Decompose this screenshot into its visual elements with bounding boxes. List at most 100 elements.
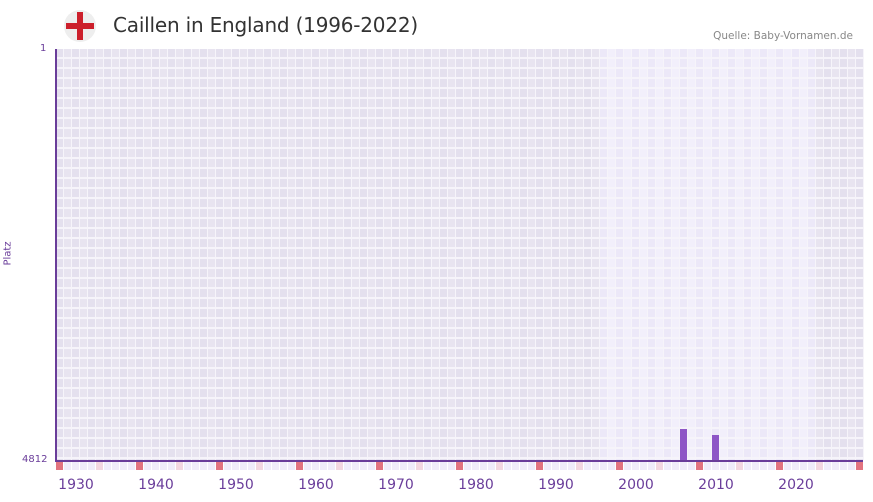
year-strip-cell	[128, 461, 135, 470]
year-strip-cell	[792, 461, 799, 470]
grid-column	[672, 49, 680, 460]
y-axis-title: Platz	[2, 241, 14, 266]
year-strip-cell	[168, 461, 175, 470]
grid-column	[88, 49, 96, 460]
grid-column	[400, 49, 408, 460]
year-strip-cell	[784, 461, 791, 470]
grid-column	[656, 49, 664, 460]
grid-column	[384, 49, 392, 460]
year-strip-cell	[520, 461, 527, 470]
grid-column	[200, 49, 208, 460]
grid-column	[512, 49, 520, 460]
grid-column	[840, 49, 848, 460]
grid-column	[264, 49, 272, 460]
grid-column	[696, 49, 704, 460]
grid-column	[56, 49, 64, 460]
grid-column	[328, 49, 336, 460]
grid-column	[728, 49, 736, 460]
bar-2010[interactable]	[712, 435, 719, 460]
y-tick-top: 1	[40, 43, 47, 54]
grid-column	[72, 49, 80, 460]
grid-column	[592, 49, 600, 460]
year-strip-cell	[856, 461, 863, 470]
year-strip-cell	[272, 461, 279, 470]
x-tick-label: 1960	[298, 477, 334, 493]
year-strip-cell	[368, 461, 375, 470]
year-strip-cell	[528, 461, 535, 470]
year-strip-cell	[144, 461, 151, 470]
grid-column	[488, 49, 496, 460]
grid-column	[280, 49, 288, 460]
year-strip-cell	[496, 461, 503, 470]
year-strip-cell	[320, 461, 327, 470]
grid-column	[632, 49, 640, 460]
grid-column	[472, 49, 480, 460]
y-axis-line	[55, 49, 57, 461]
year-strip-cell	[472, 461, 479, 470]
grid-column	[256, 49, 264, 460]
year-strip-cell	[760, 461, 767, 470]
grid-column	[744, 49, 752, 460]
grid-column	[104, 49, 112, 460]
year-strip-cell	[344, 461, 351, 470]
year-strip-cell	[672, 461, 679, 470]
year-strip-cell	[408, 461, 415, 470]
grid-column	[96, 49, 104, 460]
year-strip-cell	[80, 461, 87, 470]
year-strip-cell	[248, 461, 255, 470]
grid-column	[752, 49, 760, 460]
grid-column	[528, 49, 536, 460]
grid-column	[600, 49, 608, 460]
year-strip-cell	[744, 461, 751, 470]
grid-column	[152, 49, 160, 460]
grid-column	[456, 49, 464, 460]
grid-column	[776, 49, 784, 460]
grid-column	[448, 49, 456, 460]
grid-column	[576, 49, 584, 460]
grid-column	[184, 49, 192, 460]
year-strip-cell	[536, 461, 543, 470]
year-strip-cell	[176, 461, 183, 470]
grid-column	[568, 49, 576, 460]
grid-column	[464, 49, 472, 460]
year-strip-cell	[688, 461, 695, 470]
year-strip-cell	[440, 461, 447, 470]
year-strip-cell	[256, 461, 263, 470]
year-strip-cell	[824, 461, 831, 470]
year-strip-cell	[560, 461, 567, 470]
grid-column	[288, 49, 296, 460]
grid-column	[536, 49, 544, 460]
y-tick-bottom: 4812	[22, 454, 48, 465]
plot-area	[56, 49, 864, 460]
bar-2006[interactable]	[680, 429, 687, 460]
grid-column	[304, 49, 312, 460]
year-strip-cell	[288, 461, 295, 470]
x-tick-label: 2000	[618, 477, 654, 493]
grid-column	[224, 49, 232, 460]
grid-column	[408, 49, 416, 460]
year-strip-cell	[832, 461, 839, 470]
year-strip-cell	[304, 461, 311, 470]
source-label: Quelle: Baby-Vornamen.de	[713, 30, 853, 42]
year-strip-cell	[488, 461, 495, 470]
year-strip-cell	[280, 461, 287, 470]
grid-column	[584, 49, 592, 460]
year-strip-cell	[152, 461, 159, 470]
year-strip-cell	[624, 461, 631, 470]
year-strip-cell	[352, 461, 359, 470]
year-strip-cell	[184, 461, 191, 470]
year-strip-cell	[240, 461, 247, 470]
year-strip-cell	[336, 461, 343, 470]
grid-column	[648, 49, 656, 460]
grid-column	[80, 49, 88, 460]
grid-column	[64, 49, 72, 460]
year-strip-cell	[816, 461, 823, 470]
year-strip-cell	[200, 461, 207, 470]
year-strip-cell	[432, 461, 439, 470]
grid-column	[136, 49, 144, 460]
year-strip-cell	[312, 461, 319, 470]
grid-column	[848, 49, 856, 460]
x-tick-label: 1990	[538, 477, 574, 493]
year-strip-cell	[464, 461, 471, 470]
year-strip-cell	[728, 461, 735, 470]
